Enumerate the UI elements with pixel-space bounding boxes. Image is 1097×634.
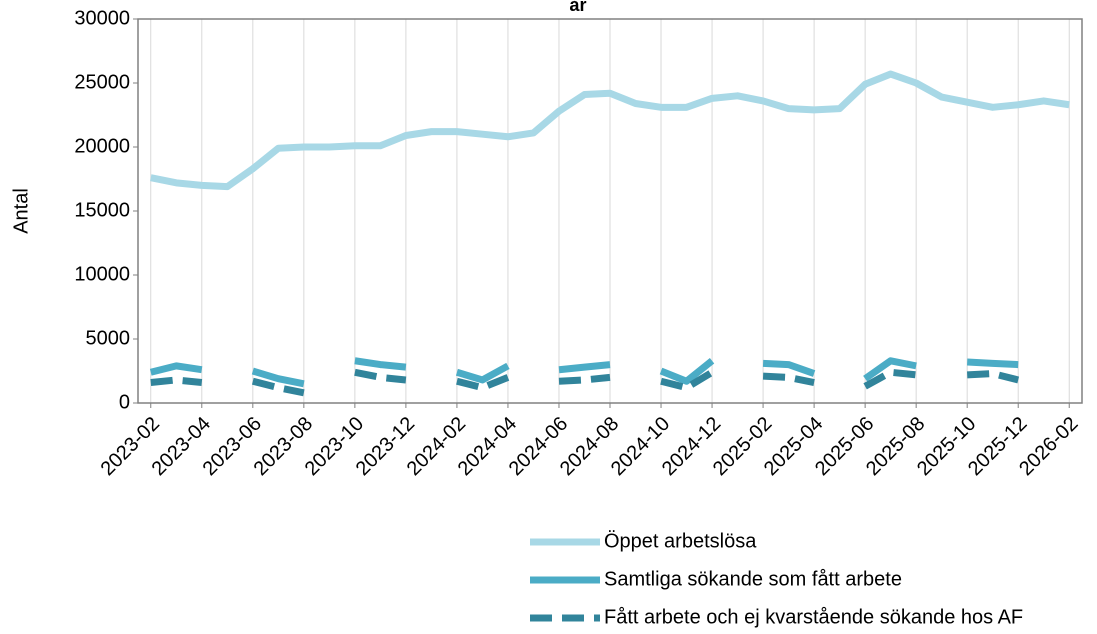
legend-label: Fått arbete och ej kvarstående sökande h…	[604, 606, 1023, 628]
chart-title: år	[569, 0, 586, 15]
y-tick-label: 15000	[74, 199, 130, 221]
legend-label: Samtliga sökande som fått arbete	[604, 568, 902, 590]
y-tick-label: 25000	[74, 71, 130, 93]
legend-label: Öppet arbetslösa	[604, 530, 757, 552]
y-tick-label: 30000	[74, 7, 130, 29]
y-tick-label: 5000	[86, 327, 131, 349]
y-tick-label: 0	[119, 391, 130, 413]
series-line	[150, 70, 1070, 191]
y-axis-label: Antal	[10, 188, 32, 234]
y-tick-label: 20000	[74, 135, 130, 157]
plot-area	[137, 18, 1083, 404]
y-tick-label: 10000	[74, 263, 130, 285]
